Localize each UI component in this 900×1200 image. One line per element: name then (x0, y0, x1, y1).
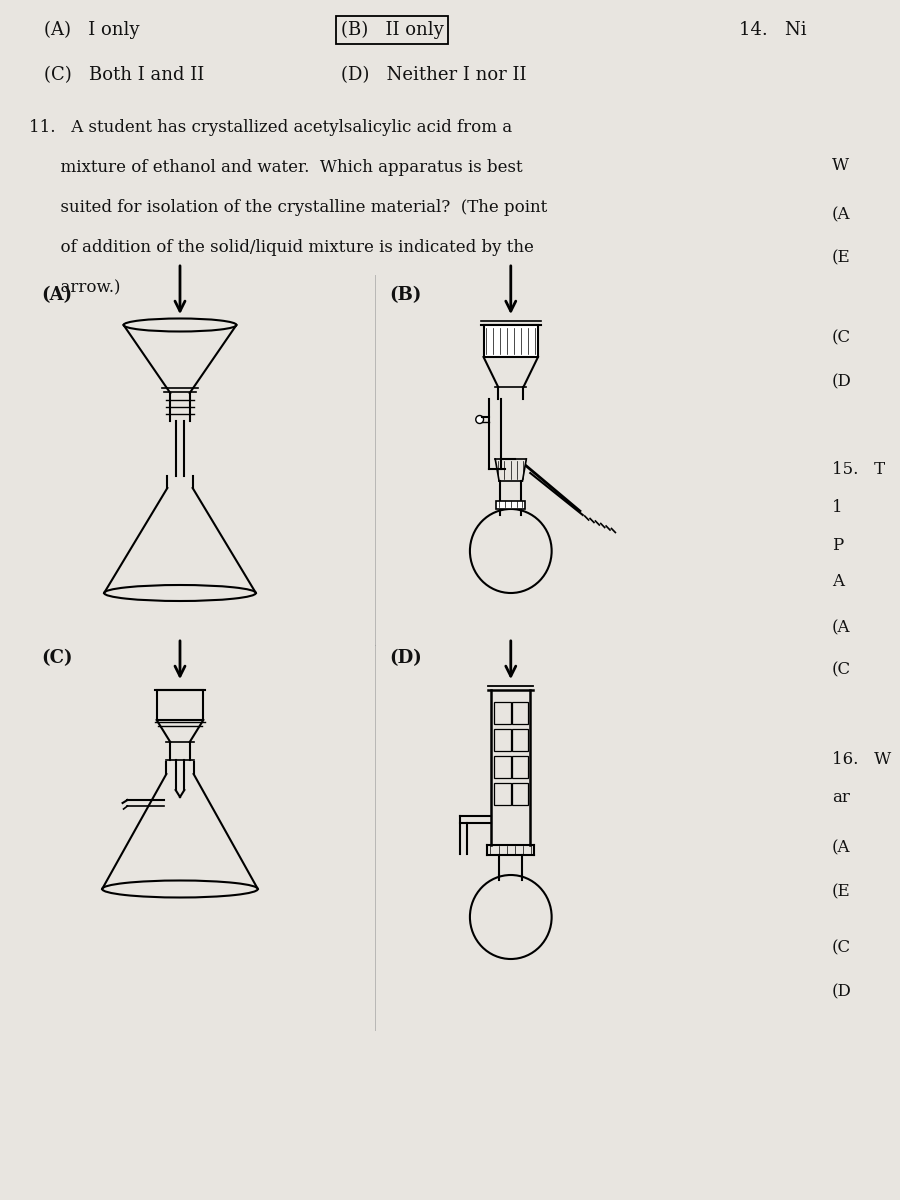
Text: mixture of ethanol and water.  Which apparatus is best: mixture of ethanol and water. Which appa… (29, 160, 523, 176)
Text: 14.   Ni: 14. Ni (740, 20, 807, 38)
Bar (512, 702, 528, 724)
Bar (496, 502, 526, 509)
Text: (D: (D (832, 373, 851, 390)
Text: (C: (C (832, 330, 851, 347)
Bar (494, 782, 511, 805)
Bar (157, 690, 203, 720)
Bar (494, 756, 511, 778)
Text: (A: (A (832, 840, 850, 857)
Text: (B)   II only: (B) II only (340, 20, 444, 40)
Bar (494, 730, 511, 751)
Text: suited for isolation of the crystalline material?  (The point: suited for isolation of the crystalline … (29, 199, 547, 216)
Bar (512, 756, 528, 778)
Text: (C): (C) (40, 649, 72, 667)
Text: 15.   T: 15. T (832, 462, 885, 479)
Text: (C: (C (832, 661, 851, 678)
Bar (512, 782, 528, 805)
Bar (512, 730, 528, 751)
Text: (D): (D) (389, 649, 422, 667)
Text: 16.   W: 16. W (832, 751, 891, 768)
Text: (C: (C (832, 940, 851, 956)
Text: (A: (A (832, 206, 850, 223)
Text: (A): (A) (40, 286, 72, 304)
Text: arrow.): arrow.) (29, 280, 121, 296)
Text: (E: (E (832, 250, 850, 266)
Text: (E: (E (832, 883, 850, 900)
Text: W: W (832, 156, 849, 174)
Text: ar: ar (832, 790, 850, 806)
Text: 11.   A student has crystallized acetylsalicylic acid from a: 11. A student has crystallized acetylsal… (29, 120, 512, 137)
Bar (494, 702, 511, 724)
Text: P: P (832, 536, 843, 553)
Text: (D: (D (832, 984, 851, 1001)
Text: of addition of the solid/liquid mixture is indicated by the: of addition of the solid/liquid mixture … (29, 240, 534, 257)
Circle shape (476, 415, 483, 424)
Bar (483, 325, 538, 358)
Text: (A)   I only: (A) I only (44, 20, 140, 40)
Text: (D)   Neither I nor II: (D) Neither I nor II (340, 66, 526, 84)
Text: (C)   Both I and II: (C) Both I and II (44, 66, 204, 84)
Text: 1: 1 (832, 499, 842, 516)
Text: A: A (832, 574, 844, 590)
Text: (A: (A (832, 619, 850, 636)
Text: (B): (B) (389, 286, 421, 304)
